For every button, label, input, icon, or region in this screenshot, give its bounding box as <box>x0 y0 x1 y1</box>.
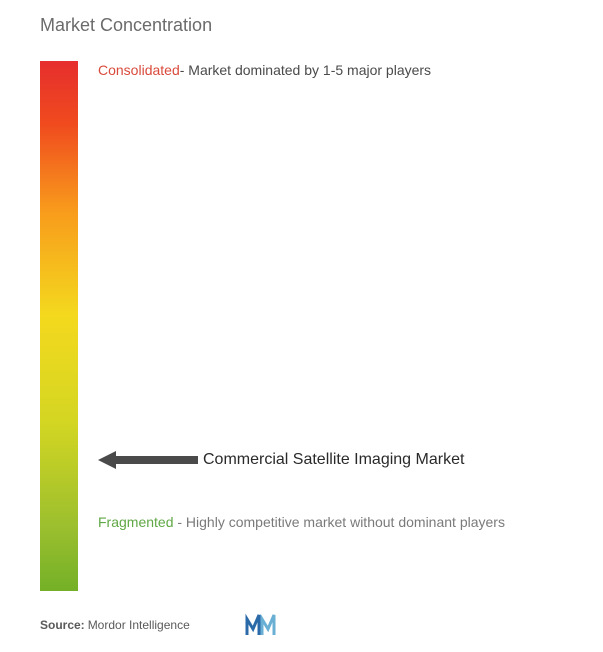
concentration-gradient-bar <box>40 61 78 591</box>
fragmented-highlight: Fragmented <box>98 514 173 530</box>
source-label: Source: <box>40 618 85 632</box>
consolidated-highlight: Consolidated <box>98 62 180 78</box>
annotation-area: Consolidated- Market dominated by 1-5 ma… <box>98 61 583 596</box>
market-name-label: Commercial Satellite Imaging Market <box>203 451 464 469</box>
consolidated-label: Consolidated- Market dominated by 1-5 ma… <box>98 61 431 81</box>
market-marker: Commercial Satellite Imaging Market <box>98 451 464 469</box>
chart-title: Market Concentration <box>40 15 583 36</box>
source-value: Mordor Intelligence <box>88 618 190 632</box>
fragmented-rest: - Highly competitive market without domi… <box>173 514 504 530</box>
arrow-left-icon <box>98 451 198 469</box>
chart-content: Consolidated- Market dominated by 1-5 ma… <box>40 61 583 596</box>
source-row: Source: Mordor Intelligence <box>40 613 277 637</box>
fragmented-label: Fragmented - Highly competitive market w… <box>98 511 505 535</box>
consolidated-rest: - Market dominated by 1-5 major players <box>180 62 431 78</box>
mordor-logo-icon <box>245 613 277 637</box>
